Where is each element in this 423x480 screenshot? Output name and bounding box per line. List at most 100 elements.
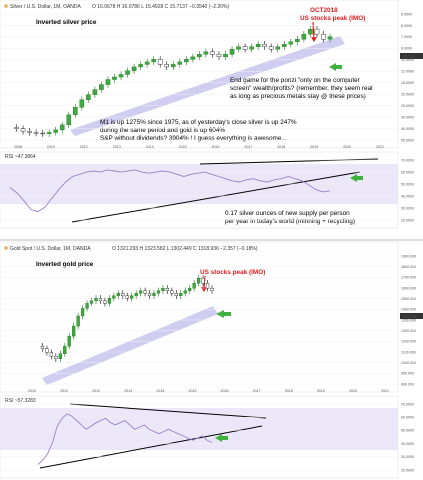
gold-x-tick: 2018	[285, 389, 293, 393]
silver-y-tick: 6.0000	[401, 24, 412, 28]
silver-peak-date: OCT2018	[310, 7, 338, 14]
silver-rsi-y-tick: 70.0000	[401, 158, 414, 162]
symbol-dot-icon	[4, 4, 8, 8]
silver-candle	[308, 28, 313, 35]
gold-candle	[161, 288, 165, 291]
gold-candle	[188, 288, 192, 291]
silver-peak-arrowhead	[311, 37, 317, 42]
silver-candle	[118, 74, 124, 78]
silver-candle	[92, 89, 98, 95]
silver-candle	[301, 33, 307, 40]
gold-rsi-y-tick: 30.0000	[401, 455, 414, 459]
silver-candle	[177, 61, 183, 65]
gold-candle	[112, 295, 116, 299]
silver-candle	[14, 127, 19, 129]
gold-candle	[45, 348, 49, 353]
silver-candle	[157, 59, 163, 65]
silver-candle	[210, 51, 215, 55]
gold-candle	[67, 335, 71, 347]
gold-x-tick: 2012	[92, 389, 100, 393]
gold-candle	[205, 283, 210, 289]
gold-y-tick: 1300.000	[401, 329, 416, 333]
gold-channel	[42, 306, 218, 385]
gold-candle	[196, 277, 201, 284]
silver-peak-label: US stocks peak (IMO)	[300, 15, 365, 22]
silver-candle	[281, 44, 287, 47]
silver-candle	[203, 51, 209, 55]
gold-candle	[156, 290, 161, 294]
silver-y-tick: 20.0000	[401, 92, 414, 96]
silver-rsi-line	[9, 169, 331, 213]
silver-rsi-y-tick: 20.0000	[401, 218, 414, 222]
gold-candle	[54, 356, 58, 359]
gold-candle	[80, 308, 85, 317]
gold-candle	[72, 325, 76, 337]
gold-candle	[107, 298, 112, 304]
silver-candle	[275, 46, 281, 50]
silver-rsi-header: RSI ~47.3864	[5, 154, 36, 160]
gold-candle	[85, 303, 89, 309]
gold-y-tick: 1700.000	[401, 276, 416, 280]
gold-price-tag	[400, 313, 423, 319]
gold-candle	[143, 290, 147, 294]
gold-candle	[49, 352, 54, 357]
silver-x-tick: 2012	[80, 145, 88, 149]
gold-rsi-y-tick: 50.0000	[401, 429, 414, 433]
silver-candle	[46, 132, 52, 134]
gold-symbol-dot-icon	[4, 246, 8, 250]
gold-x-tick: 2019	[317, 389, 325, 393]
silver-x-tick: 2010	[47, 145, 55, 149]
silver-candle	[125, 70, 130, 75]
silver-y-tick: 10.0000	[401, 58, 414, 62]
gold-x-tick: 2011	[60, 389, 68, 393]
gold-y-tick: 950.000	[401, 372, 414, 376]
silver-candle	[20, 128, 26, 132]
silver-candle	[73, 107, 78, 115]
gold-candle	[63, 346, 67, 354]
gold-y-tick: 1900.000	[401, 254, 416, 258]
silver-y-tick: 7.0000	[401, 35, 412, 39]
silver-candle	[249, 46, 254, 50]
gold-candle	[170, 290, 174, 294]
gold-y-tick: 1000.000	[401, 361, 416, 365]
gold-candle	[174, 293, 178, 296]
silver-rsi: RSI ~47.3864 0.17 silver ounces of new s…	[0, 151, 399, 229]
gold-candle	[116, 293, 120, 296]
silver-candle	[105, 79, 111, 85]
gold-candle	[125, 295, 129, 299]
gold-symbol: Gold Spot / U.S. Dollar, 1M, OANDA	[10, 246, 91, 252]
silver-candle	[164, 64, 170, 68]
silver-candle	[170, 64, 176, 68]
gold-x-tick: 2010	[28, 389, 36, 393]
silver-candle	[53, 129, 59, 133]
gold-rsi-y-tick: 60.0000	[401, 416, 414, 420]
silver-candle	[268, 46, 274, 50]
silver-green-arrow-icon	[329, 63, 342, 71]
silver-rsi-y-tick: 30.0000	[401, 206, 414, 210]
gold-y-tick: 900.000	[401, 382, 414, 386]
silver-rsi-y-tick: 50.0000	[401, 182, 414, 186]
silver-candle	[242, 46, 248, 50]
silver-candle	[197, 54, 202, 58]
gold-candle	[40, 346, 45, 349]
silver-y-tick: 8.0000	[401, 47, 412, 51]
gold-x-tick: 2020	[349, 389, 357, 393]
silver-candle	[223, 54, 228, 58]
silver-x-tick: 2015	[179, 145, 187, 149]
silver-candle	[86, 94, 91, 100]
silver-price-tag-text: 15.7137	[403, 55, 416, 59]
gold-x-tick: 2016	[221, 389, 229, 393]
silver-note-3: as long as precious metals stay @ these …	[230, 93, 366, 100]
silver-candle	[138, 64, 143, 68]
gold-candle	[98, 298, 103, 302]
silver-y-tick: 40.0000	[401, 127, 414, 131]
silver-candle	[33, 132, 39, 134]
silver-note-2: screen" wealth/profits? (remember, they …	[230, 85, 373, 92]
silver-x-tick: 2019	[310, 145, 318, 149]
silver-candle	[321, 33, 326, 40]
gold-candle	[58, 353, 62, 360]
silver-x-tick: 2013	[113, 145, 121, 149]
gold-rsi-header: RSI ~57.3283	[5, 398, 36, 404]
silver-rsi-note-2: per year in today's world (minning + rec…	[225, 218, 355, 225]
gold-ohlc: O 1321.293 H 1323.582 L 1302.449 C 1318.…	[112, 246, 258, 252]
